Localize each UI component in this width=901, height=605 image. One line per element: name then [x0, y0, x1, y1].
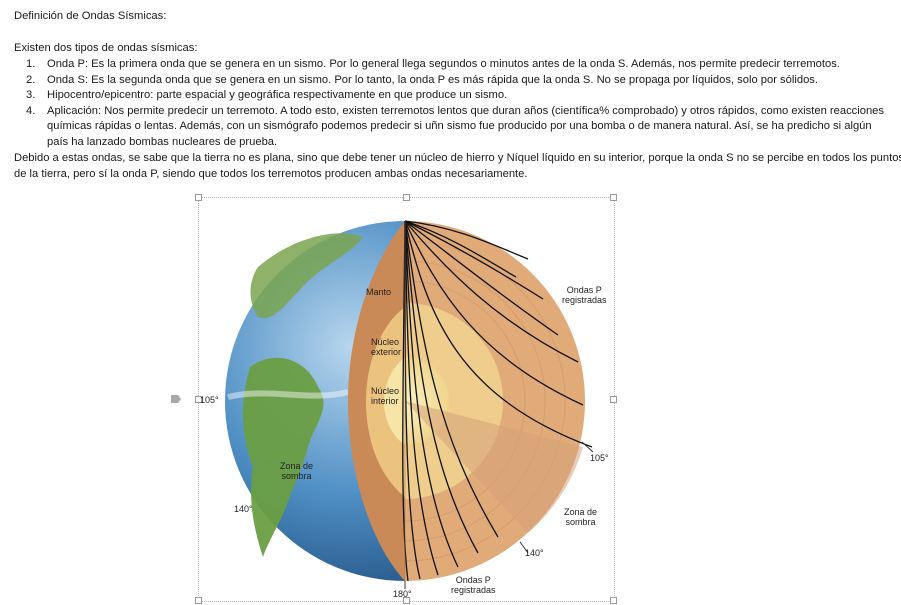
resize-handle-bottom-right[interactable] — [610, 597, 617, 604]
label-105-right: 105° — [590, 453, 609, 463]
list-item: 1. Onda P: Es la primera onda que se gene… — [7, 57, 887, 73]
list-item: 3. Hipocentro/epicentro: parte espacial y… — [7, 88, 887, 104]
label-140-right: 140° — [525, 548, 544, 558]
landmass-south-america — [242, 357, 324, 557]
label-manto: Manto — [366, 287, 392, 297]
label-140-left: 140° — [234, 504, 253, 514]
list-item-text: Hipocentro/epicentro: parte espacial y g… — [47, 89, 508, 102]
label-ondas-p-registradas-bottom: Ondas P registradas — [451, 575, 496, 595]
list-number: 1. — [26, 58, 36, 70]
earth-cutaway-illustration — [225, 220, 594, 589]
body-paragraph: Debido a estas ondas, se sabe que la tie… — [14, 152, 901, 180]
label-zona-de-sombra-right: Zona de sombra — [564, 507, 598, 527]
label-nucleo-exterior: Núcleo exterior — [371, 337, 402, 357]
list-number: 4. — [26, 104, 36, 117]
resize-handle-bottom-center[interactable] — [403, 597, 410, 604]
inner-core-left — [384, 357, 405, 445]
cloud-band — [227, 389, 349, 400]
intro-text: Existen dos tipos de ondas sísmicas: — [14, 42, 198, 54]
numbered-list: 1. Onda P: Es la primera onda que se gene… — [7, 57, 887, 151]
resize-handle-top-left[interactable] — [195, 194, 202, 201]
label-180: 180° — [393, 589, 412, 599]
anchor-tag-icon[interactable] — [170, 394, 182, 404]
resize-handle-top-center[interactable] — [403, 194, 410, 201]
earth-seismic-figure[interactable]: Manto Núcleo exterior Núcleo interior On… — [195, 194, 617, 604]
resize-handle-middle-left[interactable] — [195, 396, 202, 403]
resize-handle-bottom-left[interactable] — [195, 597, 202, 604]
label-105-left: 105° — [200, 395, 219, 405]
resize-handle-middle-right[interactable] — [610, 396, 617, 403]
document-title: Definición de Ondas Sísmicas: — [14, 10, 167, 22]
landmass-north — [250, 233, 363, 318]
list-item-text: Onda P: Es la primera onda que se genera… — [47, 58, 840, 70]
label-ondas-p-registradas-top: Ondas P registradas — [562, 285, 607, 305]
resize-handle-top-right[interactable] — [610, 194, 617, 201]
list-item: 4. Aplicación: Nos permite predecir un te… — [7, 104, 887, 151]
list-item: 2. Onda S: Es la segunda onda que se gene… — [7, 73, 887, 89]
list-item-text: Aplicación: Nos permite predecir un terr… — [47, 104, 885, 148]
label-nucleo-interior: Núcleo interior — [371, 386, 400, 406]
list-item-text: Onda S: Es la segunda onda que se genera… — [47, 73, 818, 86]
list-number: 3. — [26, 89, 36, 102]
label-zona-de-sombra-left: Zona de sombra — [280, 461, 314, 481]
list-number: 2. — [26, 73, 36, 86]
